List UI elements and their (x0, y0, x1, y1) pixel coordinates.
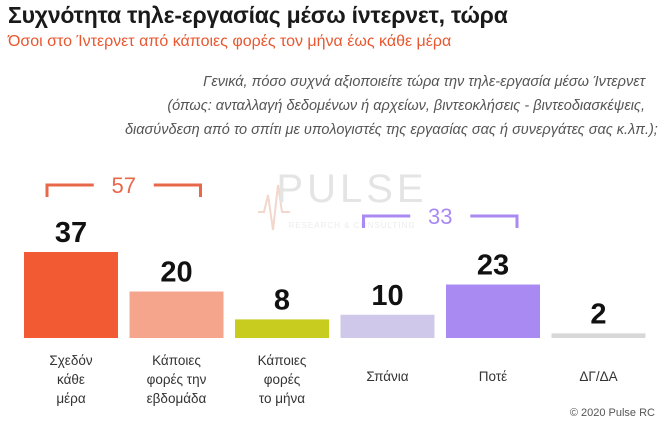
bar-value-label-2: 8 (274, 284, 290, 316)
copyright-notice: © 2020 Pulse RC (569, 407, 655, 419)
group-total-label-0: 57 (112, 173, 136, 198)
bar-0 (24, 252, 118, 338)
bar-value-label-5: 2 (590, 298, 606, 330)
bar-5 (551, 333, 646, 338)
bar-1 (129, 291, 224, 338)
group-total-label-1: 33 (428, 204, 452, 229)
watermark-text: PULSE (276, 167, 427, 211)
pulse-logo-heartbeat-icon (258, 184, 290, 231)
bar-value-label-3: 10 (371, 280, 403, 312)
group-bracket-1 (362, 214, 519, 228)
bar-value-label-4: 23 (477, 250, 509, 282)
chart-title: Συχνότητα τηλε-εργασίας μέσω ίντερνετ, τ… (8, 2, 508, 28)
bar-2 (235, 319, 329, 338)
bar-4 (446, 284, 540, 338)
question-line-3: διασύνδεση από το σπίτι με υπολογιστές τ… (125, 122, 658, 138)
category-label-2: Κάποιες φορές το μήνα (258, 353, 307, 406)
watermark-tagline: RESEARCH & CONSULTING (288, 221, 415, 230)
bar-3 (340, 314, 435, 338)
category-label-3: Σπάνια (366, 369, 408, 384)
group-bracket-0 (45, 183, 202, 197)
category-label-4: Ποτέ (479, 369, 507, 384)
survey-question: Γενικά, πόσο συχνά αξιοποιείτε τώρα την … (125, 70, 658, 142)
chart-subtitle: Όσοι στο Ίντερνετ από κάποιες φορές τον … (8, 33, 452, 50)
question-line-1: Γενικά, πόσο συχνά αξιοποιείτε τώρα την … (203, 74, 645, 90)
category-label-5: ΔΓ/ΔΑ (579, 369, 617, 384)
question-line-2: (όπως: ανταλλαγή δεδομένων ή αρχείων, βι… (167, 98, 645, 114)
bar-value-label-0: 37 (55, 217, 87, 249)
category-label-0: Σχεδόν κάθε μέρα (49, 353, 92, 406)
category-label-1: Κάποιες φορές την εβδομάδα (147, 353, 207, 406)
bar-value-label-1: 20 (160, 257, 192, 289)
